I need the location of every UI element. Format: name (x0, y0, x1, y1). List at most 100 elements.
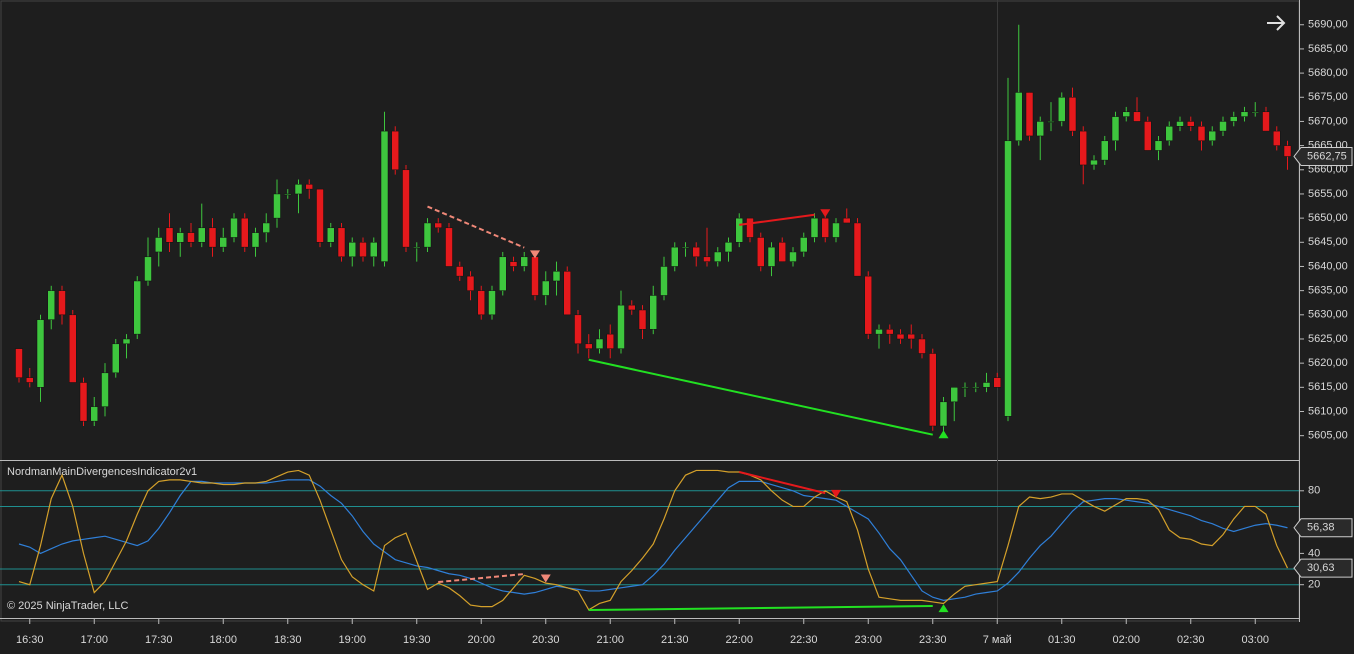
x-tick-label: 01:30 (1048, 634, 1076, 646)
divergence-line (427, 205, 525, 249)
candle-body (208, 227, 217, 248)
y-tick-label: 5615,00 (1308, 381, 1348, 393)
candle-body (337, 227, 346, 258)
candle-body (918, 338, 926, 354)
candle-body (198, 227, 206, 243)
candle-body (735, 217, 743, 243)
candle-body (380, 130, 389, 262)
divergence-line (438, 573, 525, 584)
candle-body (714, 251, 722, 262)
x-tick-label: 17:30 (145, 634, 173, 646)
x-tick-label: 02:30 (1177, 634, 1205, 646)
indicator-title: NordmanMainDivergencesIndicator2v1 (7, 466, 197, 478)
candle-body (499, 256, 507, 291)
divergence-signal (820, 209, 831, 218)
candle-body (628, 304, 636, 311)
divergence-line (588, 358, 933, 436)
candle-body (542, 280, 550, 296)
candle-body (724, 242, 733, 253)
candle-body (746, 217, 754, 238)
x-tick-label: 20:30 (532, 634, 560, 646)
candle-body (1176, 121, 1184, 127)
candle-body (79, 382, 88, 422)
candle-body (1004, 140, 1012, 417)
candle-body (122, 338, 131, 345)
candle-body (1144, 121, 1152, 151)
y-tick-label: 5685,00 (1308, 43, 1348, 55)
candle-body (488, 290, 496, 316)
y-tick-label: 5670,00 (1308, 115, 1348, 127)
y-tick-label: 5625,00 (1308, 333, 1348, 345)
candle-body (595, 338, 604, 349)
x-tick-label: 17:00 (80, 634, 108, 646)
candle-body (552, 271, 561, 282)
y-tick-label: 5655,00 (1308, 188, 1348, 200)
candle-body (1122, 111, 1130, 117)
candle-body (1251, 111, 1259, 114)
candle-body (69, 314, 77, 383)
candle-body (853, 222, 862, 277)
candle-body (757, 237, 765, 267)
candle-body (262, 222, 270, 233)
candle-body (1230, 116, 1238, 122)
candle-body (778, 242, 786, 262)
candle-body (520, 256, 528, 267)
candle-body (703, 256, 711, 262)
y-tick-label: 5635,00 (1308, 285, 1348, 297)
indicator-value-label: 30,63 (1307, 562, 1335, 574)
y-tick-label: 5650,00 (1308, 212, 1348, 224)
candle-body (58, 290, 66, 316)
candle-body (456, 266, 464, 277)
candle-body (251, 232, 260, 248)
candle-body (972, 387, 980, 389)
candle-body (939, 401, 948, 427)
candle-body (15, 348, 23, 378)
candle-body (1090, 159, 1098, 166)
y-tick-label: 80 (1308, 485, 1320, 497)
y-tick-label: 5640,00 (1308, 260, 1348, 272)
candle-body (36, 319, 45, 388)
candle-body (284, 193, 292, 196)
candle-body (509, 261, 518, 267)
candle-body (466, 275, 475, 291)
candle-body (327, 227, 335, 243)
candle-body (144, 256, 152, 282)
candle-body (1219, 121, 1227, 132)
candle-body (585, 343, 593, 349)
candle-body (886, 329, 894, 335)
candle-body (26, 377, 34, 383)
candle-body (950, 387, 958, 403)
candle-body (445, 227, 453, 267)
y-tick-label: 5620,00 (1308, 357, 1348, 369)
candle-body (241, 217, 249, 248)
candle-body (1240, 111, 1249, 117)
y-tick-label: 5630,00 (1308, 309, 1348, 321)
x-tick-label: 22:00 (725, 634, 753, 646)
divergence-signal (938, 430, 949, 439)
candle-body (391, 130, 399, 171)
candle-body (1047, 121, 1055, 123)
navigate-arrow[interactable] (1267, 15, 1286, 31)
last-price-label: 5662,75 (1307, 150, 1347, 162)
candle-body (1187, 121, 1195, 127)
candle-body (563, 271, 571, 316)
candle-body (477, 290, 485, 316)
candle-body (90, 406, 98, 422)
candle-body (1165, 126, 1173, 142)
candle-body (907, 333, 915, 340)
candle-body (929, 353, 937, 427)
indicator-value-label: 56,38 (1307, 522, 1335, 534)
y-tick-label: 5660,00 (1308, 164, 1348, 176)
x-tick-label: 18:30 (274, 634, 302, 646)
candle-body (273, 193, 281, 219)
y-tick-label: 5605,00 (1308, 430, 1348, 442)
candle-body (638, 309, 647, 330)
x-tick-label: 7 май (983, 634, 1012, 646)
candle-body (649, 295, 657, 330)
x-tick-label: 22:30 (790, 634, 818, 646)
x-tick-label: 20:00 (467, 634, 495, 646)
candle-body (821, 217, 829, 238)
candle-body (531, 256, 539, 296)
